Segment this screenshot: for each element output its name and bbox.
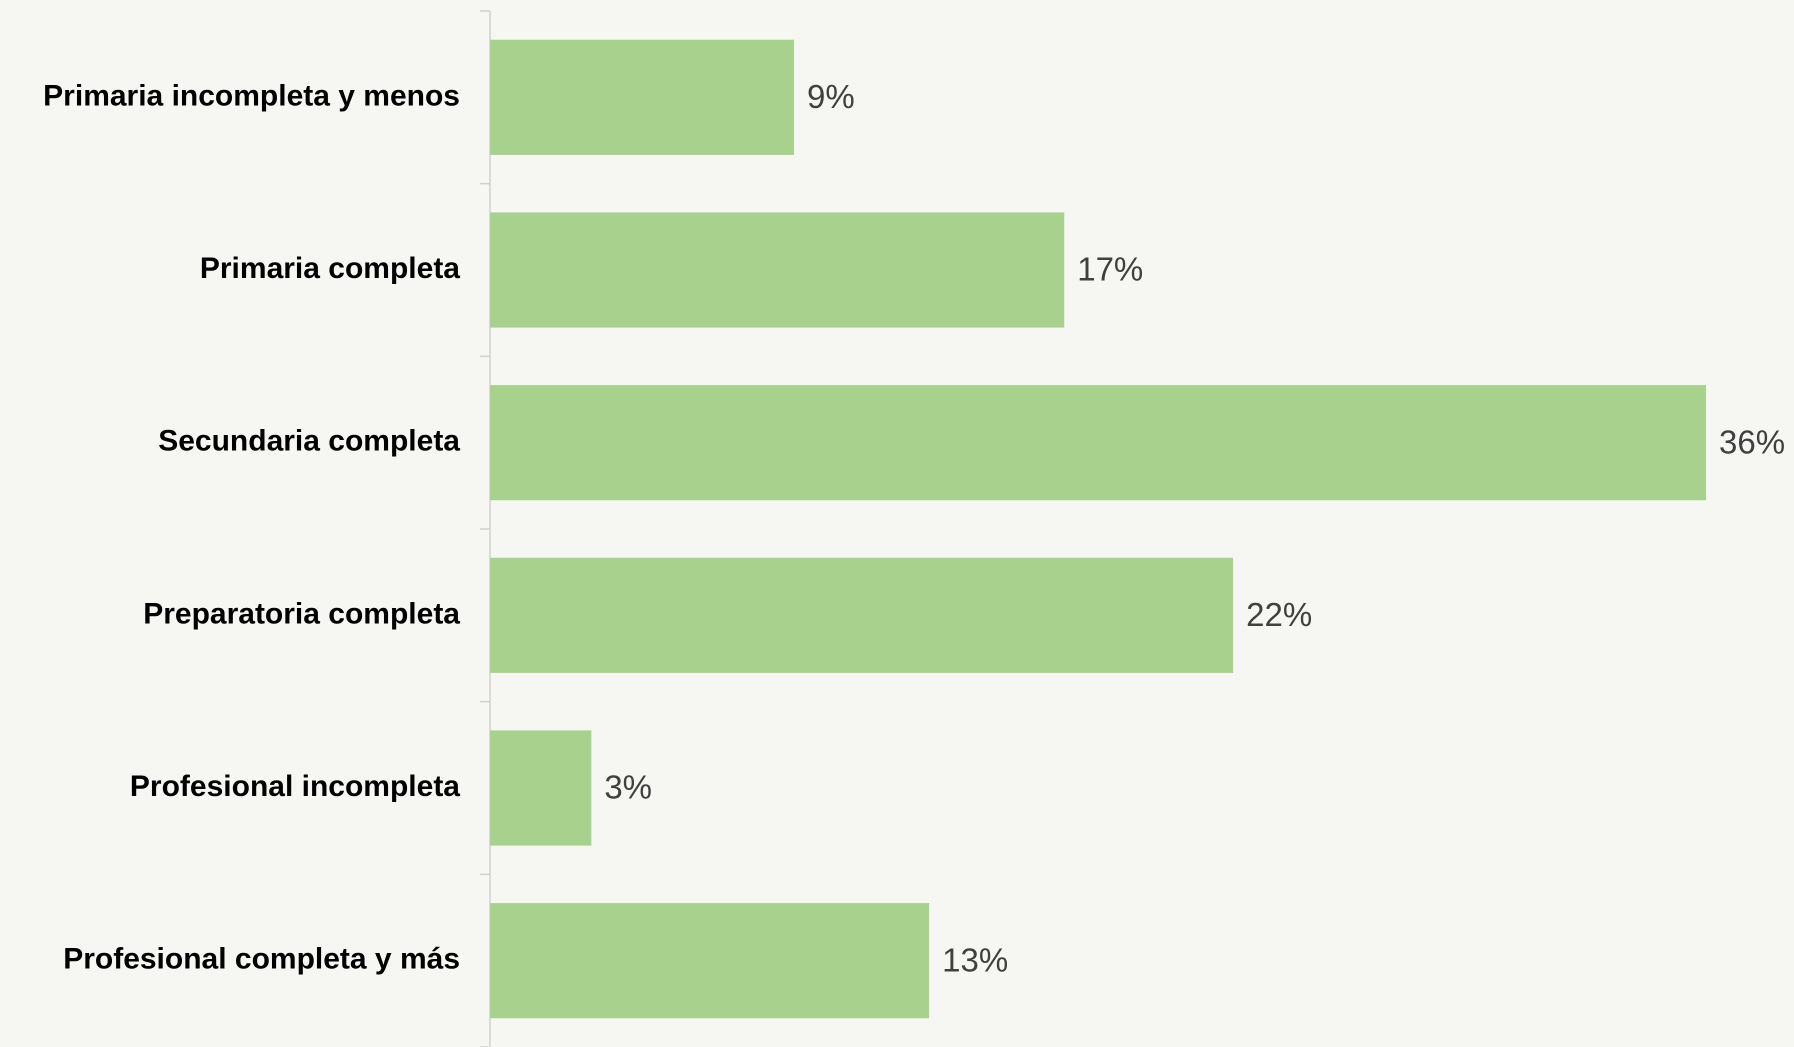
bar: [490, 557, 1234, 673]
data-label: 36%: [1719, 423, 1785, 460]
data-label: 3%: [604, 769, 652, 806]
bar: [490, 903, 930, 1019]
data-label: 9%: [807, 78, 855, 115]
category-label: Primaria completa: [200, 252, 460, 285]
bar: [490, 39, 794, 155]
category-label: Primaria incompleta y menos: [43, 79, 460, 112]
bar: [490, 730, 592, 846]
category-label: Profesional completa y más: [63, 943, 460, 976]
data-label: 17%: [1077, 251, 1143, 288]
data-label: 13%: [942, 941, 1008, 978]
bar: [490, 212, 1065, 328]
bar: [490, 385, 1706, 501]
category-label: Preparatoria completa: [143, 597, 460, 630]
category-label: Secundaria completa: [158, 425, 460, 458]
category-label: Profesional incompleta: [130, 770, 460, 803]
data-label: 22%: [1246, 596, 1312, 633]
